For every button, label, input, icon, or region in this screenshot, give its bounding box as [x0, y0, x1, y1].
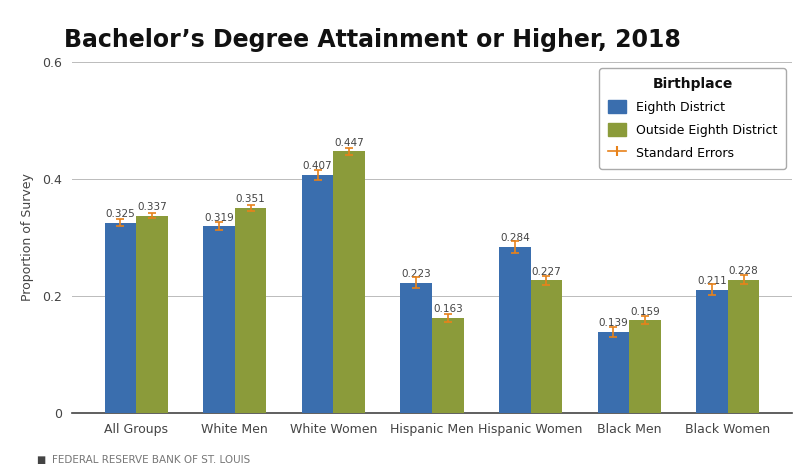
Text: 0.223: 0.223 [402, 269, 431, 279]
Text: 0.407: 0.407 [303, 162, 333, 171]
Text: 0.228: 0.228 [729, 266, 758, 276]
Bar [629, 320, 661, 413]
Bar [530, 280, 562, 413]
Legend: Eighth District, Outside Eighth District, Standard Errors: Eighth District, Outside Eighth District… [599, 68, 786, 169]
Text: 0.227: 0.227 [531, 267, 562, 277]
Bar [401, 283, 432, 413]
Text: 0.159: 0.159 [630, 306, 660, 316]
Bar [334, 152, 365, 413]
Text: 0.325: 0.325 [106, 209, 135, 219]
Bar [432, 318, 463, 413]
Bar [728, 280, 759, 413]
Bar [302, 175, 334, 413]
Text: 0.319: 0.319 [204, 213, 234, 223]
Bar [203, 227, 235, 413]
Text: ■: ■ [36, 455, 46, 465]
Y-axis label: Proportion of Survey: Proportion of Survey [21, 173, 34, 302]
Bar [105, 223, 136, 413]
Text: 0.163: 0.163 [433, 304, 462, 314]
Bar [598, 332, 629, 413]
Text: 0.337: 0.337 [137, 202, 167, 212]
Bar [696, 290, 728, 413]
Text: 0.447: 0.447 [334, 138, 364, 148]
Text: Bachelor’s Degree Attainment or Higher, 2018: Bachelor’s Degree Attainment or Higher, … [64, 28, 681, 52]
Text: 0.139: 0.139 [598, 318, 628, 328]
Text: 0.284: 0.284 [500, 233, 530, 243]
Text: FEDERAL RESERVE BANK OF ST. LOUIS: FEDERAL RESERVE BANK OF ST. LOUIS [52, 455, 250, 465]
Bar [499, 247, 530, 413]
Bar [235, 208, 266, 413]
Bar [136, 216, 168, 413]
Text: 0.351: 0.351 [236, 194, 266, 204]
Text: 0.211: 0.211 [697, 276, 727, 286]
